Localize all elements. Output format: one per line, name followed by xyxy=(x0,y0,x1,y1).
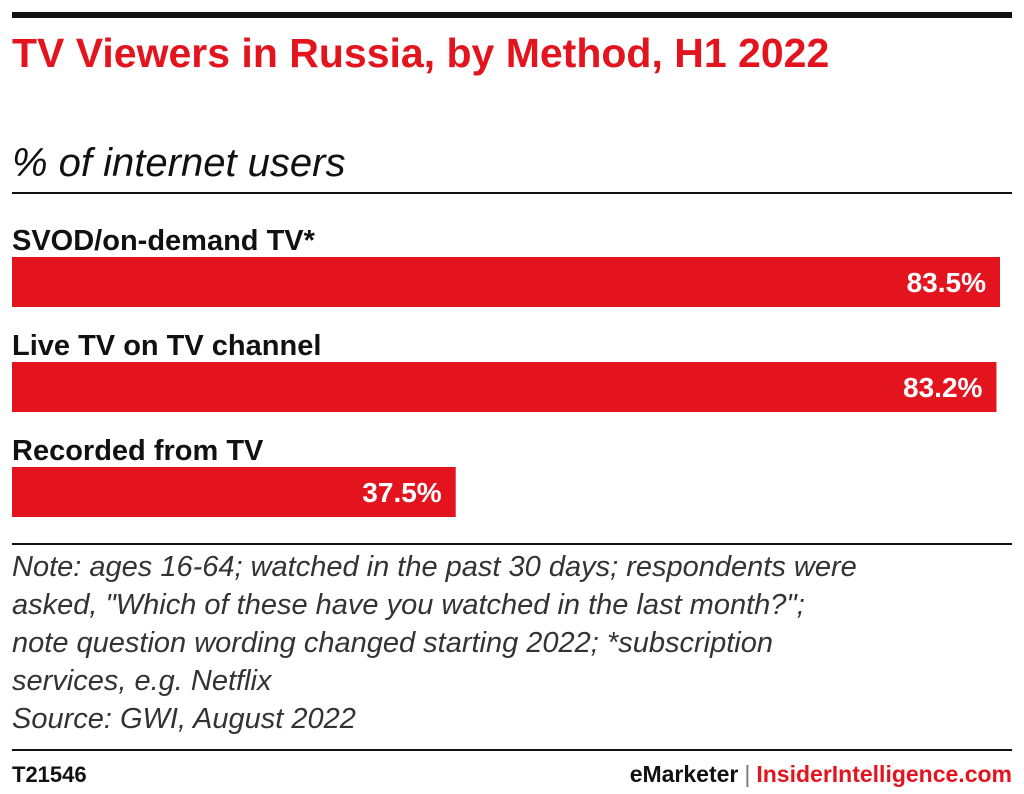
footer-brand: eMarketer | InsiderIntelligence.com xyxy=(630,761,1012,788)
chart-title: TV Viewers in Russia, by Method, H1 2022 xyxy=(12,30,830,76)
header-divider xyxy=(12,192,1012,194)
chart-id: T21546 xyxy=(12,762,87,787)
note-divider xyxy=(12,543,1012,545)
bar xyxy=(12,362,997,412)
top-rule xyxy=(12,12,1012,18)
category-label: Recorded from TV xyxy=(12,435,264,467)
note-line: Note: ages 16-64; watched in the past 30… xyxy=(12,551,857,583)
category-label: SVOD/on-demand TV* xyxy=(12,225,316,257)
bar xyxy=(12,467,456,517)
source-line: Source: GWI, August 2022 xyxy=(12,703,356,735)
brand-separator: | xyxy=(744,761,751,787)
note-line: asked, "Which of these have you watched … xyxy=(12,589,805,621)
bar xyxy=(12,257,1000,307)
bar-value-label: 83.5% xyxy=(907,267,986,298)
category-label: Live TV on TV channel xyxy=(12,330,321,362)
bar-value-label: 83.2% xyxy=(903,372,982,403)
bar-value-label: 37.5% xyxy=(362,477,441,508)
chart-note: Note: ages 16-64; watched in the past 30… xyxy=(12,548,1012,738)
note-line: services, e.g. Netflix xyxy=(12,665,272,697)
footer-divider xyxy=(12,749,1012,751)
chart-subtitle: % of internet users xyxy=(12,141,346,185)
note-line: note question wording changed starting 2… xyxy=(12,627,773,659)
brand-emarketer-link[interactable]: eMarketer xyxy=(629,761,739,787)
brand-insiderintelligence-link[interactable]: InsiderIntelligence.com xyxy=(756,761,1012,787)
